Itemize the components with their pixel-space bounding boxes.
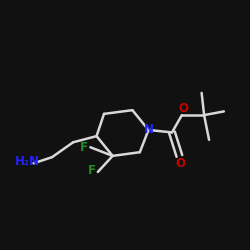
Text: O: O — [176, 157, 186, 170]
Text: O: O — [179, 102, 189, 116]
Text: H₂N: H₂N — [15, 155, 40, 168]
Text: F: F — [88, 164, 96, 177]
Text: F: F — [80, 141, 88, 154]
Text: N: N — [144, 124, 154, 136]
